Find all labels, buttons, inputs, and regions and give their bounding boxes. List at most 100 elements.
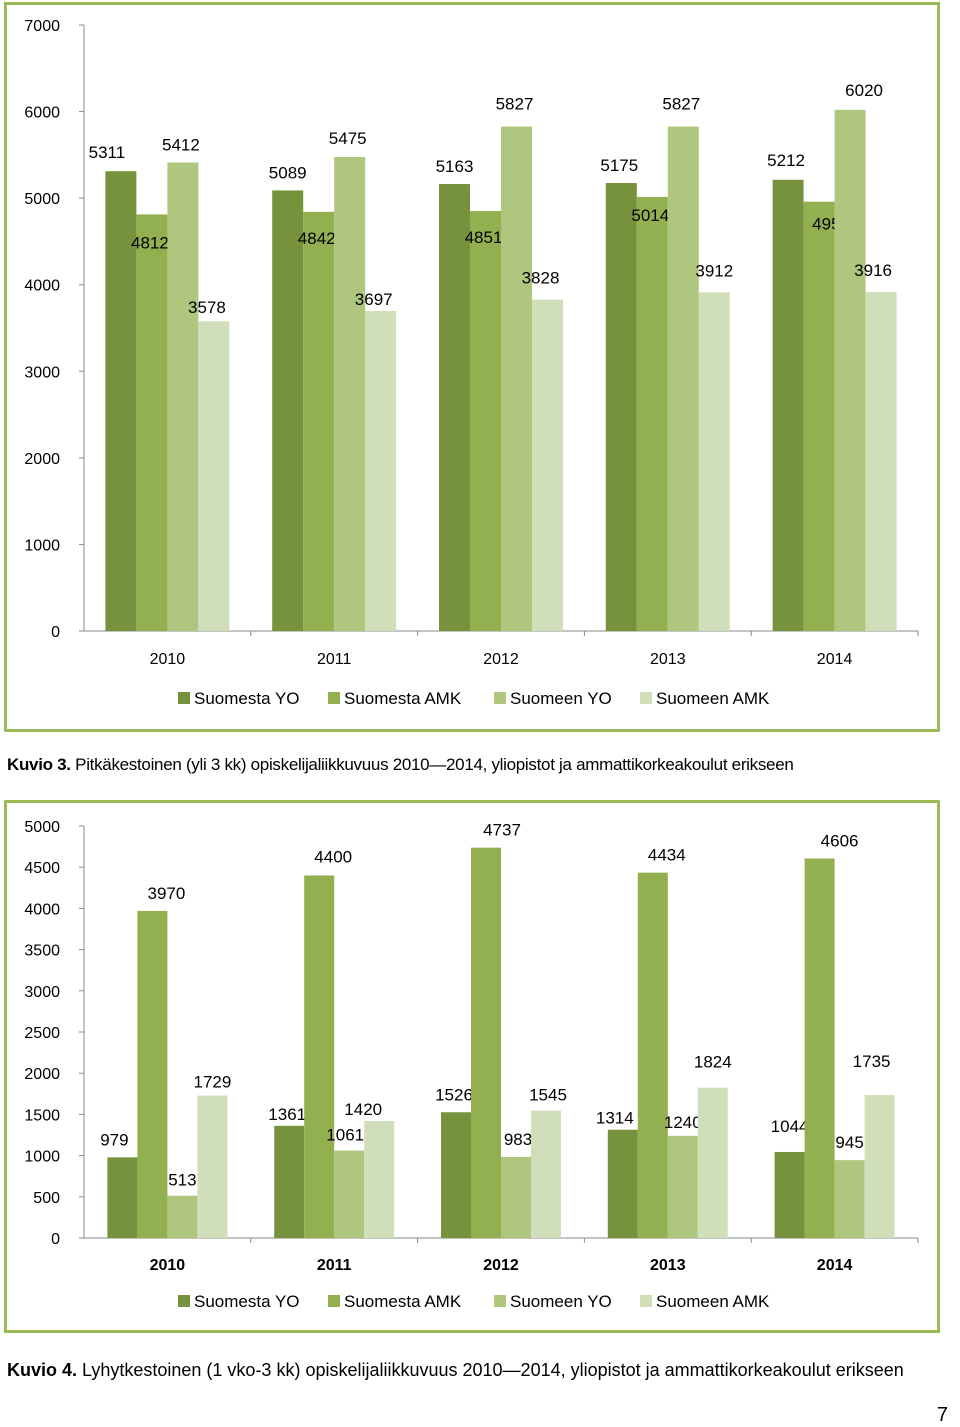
bar [167, 1195, 198, 1238]
y-tick-label: 5000 [24, 191, 60, 208]
data-label: 3916 [854, 261, 892, 280]
legend-label: Suomesta AMK [344, 689, 462, 708]
data-label: 5163 [436, 157, 474, 176]
category-label: 2014 [817, 651, 853, 668]
data-label: 979 [100, 1130, 128, 1149]
data-label: 3697 [355, 290, 393, 309]
y-tick-label: 7000 [24, 18, 60, 35]
data-label: 5089 [269, 163, 307, 182]
data-label: 5014 [631, 206, 669, 225]
data-label: 1240 [664, 1113, 702, 1132]
bar [864, 1095, 895, 1238]
y-tick-label: 2500 [24, 1025, 60, 1042]
legend-label: Suomesta YO [194, 1292, 300, 1311]
category-label: 2012 [483, 1257, 519, 1274]
y-tick-label: 4000 [24, 278, 60, 295]
y-tick-label: 1500 [24, 1107, 60, 1124]
data-label: 1044 [771, 1117, 809, 1136]
data-label: 1729 [193, 1073, 231, 1092]
legend-swatch [640, 1295, 652, 1307]
y-tick-label: 1000 [24, 1149, 60, 1166]
data-label: 5412 [162, 135, 200, 154]
caption-label-4: Kuvio 4. [7, 1360, 78, 1380]
data-label: 1314 [596, 1109, 634, 1128]
category-label: 2010 [150, 651, 186, 668]
data-label: 3578 [188, 298, 226, 317]
bar [636, 196, 668, 632]
page-number: 7 [936, 1404, 948, 1426]
data-label: 1420 [344, 1100, 382, 1119]
data-label: 945 [835, 1133, 863, 1152]
data-label: 1061 [326, 1126, 364, 1145]
bar [667, 126, 699, 632]
legend-label: Suomeen AMK [656, 1292, 770, 1311]
data-label: 1735 [853, 1052, 891, 1071]
category-label: 2010 [150, 1257, 186, 1274]
category-label: 2013 [650, 651, 686, 668]
y-tick-label: 3000 [24, 984, 60, 1001]
data-label: 4842 [298, 229, 336, 248]
bar [501, 126, 532, 632]
data-label: 3828 [522, 269, 560, 288]
bar [303, 211, 335, 631]
bar [803, 201, 835, 631]
y-tick-label: 500 [33, 1190, 60, 1207]
y-tick-label: 0 [51, 624, 60, 641]
category-label: 2013 [650, 1257, 686, 1274]
data-label: 3912 [695, 261, 733, 280]
data-label: 4812 [131, 233, 169, 252]
y-tick-label: 4000 [24, 901, 60, 918]
data-label: 983 [504, 1130, 532, 1149]
legend-swatch [640, 692, 652, 704]
bar [470, 211, 501, 632]
figure-caption-4: Kuvio 4. Lyhytkestoinen (1 vko-3 kk) opi… [7, 1360, 904, 1381]
bar [272, 190, 304, 632]
y-tick-label: 2000 [24, 1066, 60, 1083]
bar [334, 1150, 365, 1238]
bar [531, 1110, 561, 1238]
y-tick-label: 4500 [24, 860, 60, 877]
bar [441, 1112, 471, 1238]
data-label: 5827 [662, 95, 700, 114]
y-tick-label: 3500 [24, 943, 60, 960]
bar [667, 1135, 698, 1238]
category-label: 2014 [817, 1257, 853, 1274]
data-label: 4737 [483, 821, 521, 840]
legend-label: Suomesta AMK [344, 1292, 462, 1311]
figure-caption-3: Kuvio 3. Pitkäkestoinen (yli 3 kk) opisk… [7, 755, 794, 775]
data-label: 4606 [821, 831, 859, 850]
bar [137, 910, 168, 1238]
bar [274, 1125, 305, 1238]
bar [107, 1157, 138, 1238]
bar [774, 1151, 805, 1238]
bar [772, 179, 804, 631]
data-label: 513 [168, 1171, 196, 1190]
category-label: 2012 [483, 651, 519, 668]
bar [804, 858, 835, 1238]
y-tick-label: 0 [51, 1231, 60, 1248]
caption-label-3: Kuvio 3. [7, 755, 71, 774]
data-label: 1824 [694, 1053, 732, 1072]
bar [865, 291, 897, 631]
caption-text-3: Pitkäkestoinen (yli 3 kk) opiskelijaliik… [70, 755, 794, 774]
bar [532, 299, 563, 631]
legend-swatch [494, 692, 506, 704]
data-label: 4851 [465, 228, 503, 247]
bar [334, 157, 366, 631]
data-label: 5175 [600, 156, 638, 175]
data-label: 1361 [268, 1105, 306, 1124]
bar [365, 310, 397, 631]
data-label: 3970 [147, 884, 185, 903]
data-label: 5212 [767, 151, 805, 170]
legend-label: Suomeen YO [510, 689, 612, 708]
y-tick-label: 5000 [24, 819, 60, 836]
legend-label: Suomesta YO [194, 689, 300, 708]
bar [364, 1120, 395, 1238]
y-tick-label: 2000 [24, 451, 60, 468]
data-label: 5827 [496, 95, 534, 114]
bar [304, 875, 335, 1238]
legend-label: Suomeen AMK [656, 689, 770, 708]
bar [834, 109, 866, 632]
data-label: 1526 [435, 1085, 473, 1104]
bar [607, 1129, 638, 1238]
